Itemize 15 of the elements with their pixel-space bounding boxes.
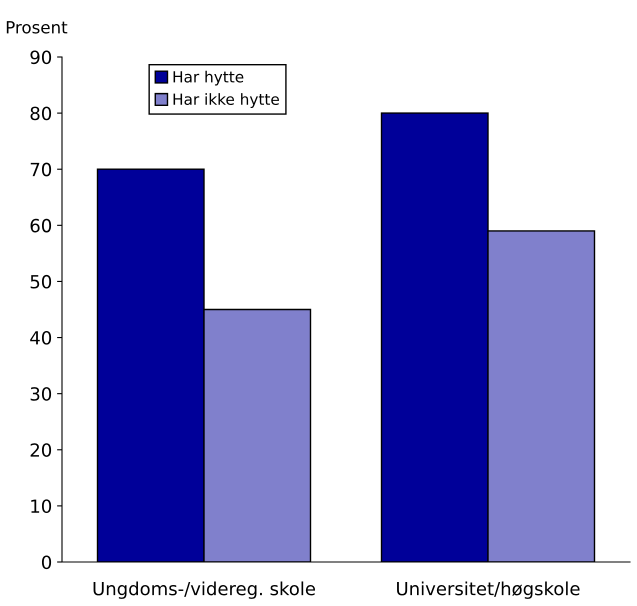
y-tick-label: 0 (42, 555, 52, 570)
y-tick-label: 80 (30, 106, 52, 120)
y-tick-label: 70 (30, 162, 52, 176)
y-tick-label: 90 (30, 50, 52, 64)
y-tick-label: 60 (30, 218, 52, 232)
legend-label: Har hytte (174, 70, 244, 86)
y-tick-label: 30 (30, 387, 52, 401)
y-axis-title: Prosent (6, 21, 68, 34)
x-tick-label: Universitet/høgskole (397, 581, 580, 599)
y-tick-label: 40 (30, 331, 52, 345)
x-tick-label: Ungdoms-/videreg. skole (94, 581, 316, 599)
y-tick-label: 20 (30, 443, 52, 457)
y-tick-label: 10 (31, 499, 52, 514)
legend-label: Har ikke hytte (174, 93, 279, 108)
y-tick-label: 50 (30, 274, 52, 289)
